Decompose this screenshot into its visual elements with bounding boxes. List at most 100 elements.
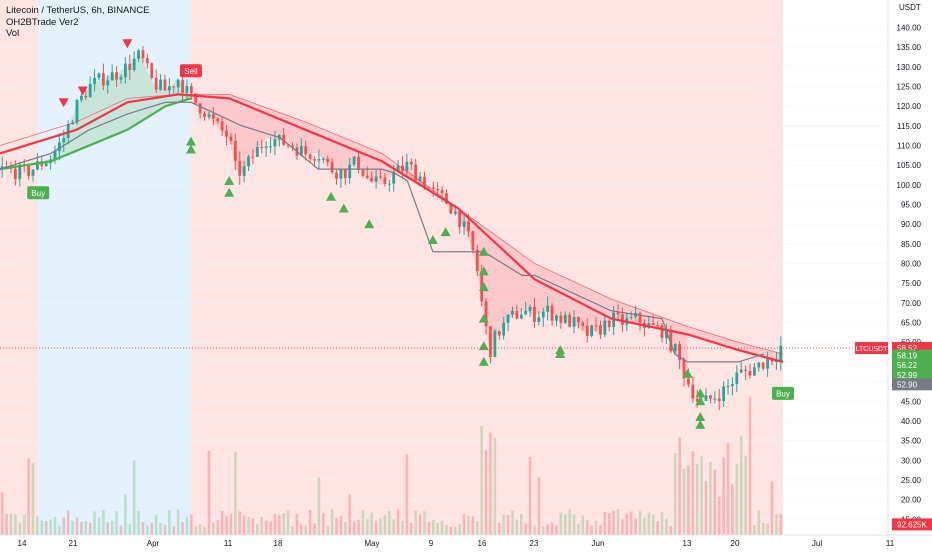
candle-body [106, 80, 110, 86]
candle-body [291, 145, 294, 148]
volume-bar [339, 516, 343, 535]
volume-bar [581, 515, 585, 535]
candle-body [392, 171, 396, 184]
volume-bar [445, 524, 448, 535]
candle-body [207, 114, 211, 118]
price-label: 52.99 [897, 371, 918, 380]
candle-body [726, 386, 730, 388]
buy-arrow-marker [695, 411, 706, 421]
candle-body [282, 134, 286, 145]
volume-bar [40, 520, 44, 535]
candle-body [436, 188, 440, 191]
volume-bar [185, 516, 189, 535]
candle-body [704, 395, 708, 402]
candle-body [335, 172, 338, 179]
volume-bar [726, 443, 730, 535]
candle-body [97, 73, 101, 79]
indicator-line-4 [0, 94, 784, 355]
volume-bar [326, 525, 330, 535]
candle-body [251, 156, 255, 158]
volume-bar [660, 511, 664, 535]
signal-label: Sell [184, 67, 198, 76]
symbol-tag [855, 342, 888, 355]
candle-body [247, 156, 250, 167]
volume-bar [220, 511, 224, 535]
candle-body [775, 361, 778, 363]
x-tick-label: Jun [592, 539, 605, 548]
candle-body [695, 398, 699, 402]
buy-arrow-marker [338, 203, 349, 213]
symbol-tag-label: LTCUSDT [856, 346, 888, 353]
candle-body [603, 320, 607, 335]
volume-bar [449, 526, 453, 535]
y-tick-label: 20.00 [901, 496, 922, 505]
volume-bar [370, 512, 374, 535]
volume-bar [489, 432, 492, 535]
candle-body [467, 221, 470, 232]
candle-body [722, 386, 726, 402]
volume-bar [717, 496, 721, 535]
candle-body [216, 118, 220, 122]
volume-bar [621, 519, 624, 535]
volume-bar [480, 426, 483, 535]
candle-body [57, 142, 61, 152]
buy-arrow-marker [695, 388, 706, 398]
y-tick-label: 115.00 [897, 122, 921, 131]
candle-body [211, 114, 215, 119]
volume-bar [577, 523, 580, 535]
volume-bar [388, 511, 391, 535]
volume-bar [348, 494, 352, 535]
candle-body [599, 325, 602, 335]
volume-bar [761, 522, 765, 535]
candle-body [537, 317, 541, 322]
volume-bar [550, 522, 554, 535]
volume-bar [656, 521, 659, 535]
legend-indicator[interactable]: OH2BTrade Ver2 [6, 16, 79, 28]
candle-body [225, 130, 228, 137]
candle-body [445, 193, 448, 204]
candle-body [181, 79, 184, 93]
volume-bar [128, 524, 132, 535]
candle-body [150, 63, 154, 78]
price-label: 56.22 [897, 361, 918, 370]
candle-body [687, 378, 690, 385]
volume-bar [163, 524, 167, 535]
chart-legend: Litecoin / TetherUS, 6h, BINANCE OH2BTra… [6, 5, 149, 40]
candle-body [757, 362, 761, 368]
y-tick-label: 125.00 [897, 83, 922, 92]
volume-bar [528, 457, 532, 535]
candle-body [731, 383, 734, 387]
volume-bar [555, 525, 558, 535]
volume-bar [115, 511, 118, 535]
volume-bar [515, 519, 519, 535]
candle-body [678, 344, 682, 360]
legend-volume[interactable]: Vol [6, 28, 20, 39]
candle-body [651, 323, 655, 326]
candle-body [449, 203, 453, 214]
volume-bar [132, 460, 136, 535]
legend-symbol-title[interactable]: Litecoin / TetherUS, 6h, BINANCE [6, 5, 150, 16]
candle-body [273, 139, 277, 147]
signal-label: Buy [776, 389, 790, 398]
buy-arrow-marker [478, 282, 489, 292]
candle-body [423, 176, 426, 188]
volume-bar [541, 526, 545, 535]
volume-bar [506, 515, 510, 535]
candle-body [123, 63, 127, 78]
y-tick-label: 45.00 [901, 397, 922, 406]
volume-bar [106, 522, 110, 535]
volume-bar [744, 455, 747, 535]
volume-bar [770, 481, 774, 535]
volume-bar [704, 480, 708, 535]
volume-bar [414, 510, 417, 535]
sell-arrow-marker [122, 39, 133, 49]
volume-bar [194, 526, 198, 535]
candle-body [541, 311, 545, 318]
candle-body [533, 306, 536, 322]
x-tick-label: 11 [224, 539, 233, 548]
volume-bar [748, 397, 752, 535]
candle-body [616, 312, 620, 315]
volume-bar [409, 522, 413, 535]
volume-bar [401, 520, 404, 535]
